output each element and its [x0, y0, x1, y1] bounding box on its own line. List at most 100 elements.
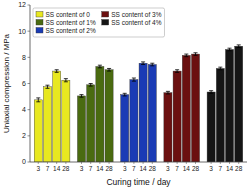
error-cap	[45, 88, 49, 89]
x-tick-label: 7	[175, 165, 179, 172]
error-bar	[228, 48, 232, 51]
error-bar	[132, 78, 136, 81]
bar	[164, 93, 172, 162]
x-tick-label: 14	[183, 165, 191, 172]
x-tick	[124, 162, 125, 164]
error-cap	[218, 67, 222, 68]
x-tick	[186, 162, 187, 164]
bar	[121, 95, 129, 162]
bar	[148, 65, 156, 162]
x-tick	[167, 162, 168, 164]
error-cap	[89, 86, 93, 87]
bar	[173, 71, 181, 162]
legend-item: SS content of 2%	[36, 27, 96, 34]
y-tick-label: 4	[22, 106, 26, 113]
error-bar	[55, 70, 59, 73]
legend-label: SS content of 1%	[46, 19, 96, 26]
error-cap	[79, 94, 83, 95]
x-tick	[195, 162, 196, 164]
error-cap	[107, 71, 111, 72]
error-bar	[209, 91, 213, 94]
bar	[235, 46, 243, 162]
x-tick	[38, 162, 39, 164]
error-bar	[36, 98, 40, 102]
bar	[77, 96, 85, 162]
error-cap	[123, 95, 127, 96]
x-tick-label: 7	[89, 165, 93, 172]
legend-swatch	[102, 20, 109, 26]
x-tick	[65, 162, 66, 164]
legend-swatch	[36, 20, 43, 26]
legend: SS content of 0SS content of 1%SS conten…	[33, 8, 164, 37]
legend-swatch	[102, 12, 109, 18]
error-cap	[141, 61, 145, 62]
error-cap	[123, 93, 127, 94]
error-cap	[132, 78, 136, 79]
y-tick-label: 2	[22, 132, 26, 139]
legend-box	[33, 8, 164, 37]
error-cap	[36, 101, 40, 102]
error-bar	[237, 45, 241, 48]
error-bar	[98, 65, 102, 68]
error-cap	[45, 85, 49, 86]
error-bar	[184, 54, 188, 57]
x-tick-label: 7	[46, 165, 50, 172]
x-tick-label: 3	[36, 165, 40, 172]
bar	[62, 80, 70, 162]
error-cap	[166, 91, 170, 92]
chart: 024681012371428371428371428371428371428C…	[0, 0, 252, 189]
y-tick	[28, 83, 31, 84]
error-bar	[79, 95, 83, 98]
x-tick	[143, 162, 144, 164]
error-cap	[98, 67, 102, 68]
bar	[182, 55, 190, 162]
error-cap	[36, 97, 40, 98]
legend-item: SS content of 4%	[102, 19, 162, 26]
error-cap	[237, 47, 241, 48]
error-cap	[79, 97, 83, 98]
legend-label: SS content of 0	[46, 11, 91, 18]
legend-label: SS content of 4%	[111, 19, 161, 26]
error-cap	[184, 54, 188, 55]
error-cap	[209, 93, 213, 94]
y-tick	[28, 135, 31, 136]
error-bar	[150, 63, 154, 66]
x-tick-label: 14	[139, 165, 147, 172]
error-cap	[175, 72, 179, 73]
x-axis-line	[30, 162, 247, 163]
x-tick	[177, 162, 178, 164]
x-tick-label: 14	[53, 165, 61, 172]
error-bar	[89, 84, 93, 87]
y-tick-label: 12	[18, 1, 26, 8]
error-line	[38, 98, 39, 102]
x-tick-label: 14	[96, 165, 104, 172]
bar	[87, 85, 95, 162]
x-tick-label: 3	[123, 165, 127, 172]
y-tick-label: 6	[22, 80, 26, 87]
x-tick	[220, 162, 221, 164]
bar	[207, 92, 215, 162]
error-cap	[141, 64, 145, 65]
bar	[34, 100, 42, 162]
y-tick-label: 0	[22, 158, 26, 165]
error-cap	[228, 50, 232, 51]
x-tick-label: 28	[192, 165, 200, 172]
error-cap	[89, 83, 93, 84]
x-tick	[238, 162, 239, 164]
error-bar	[107, 68, 111, 71]
error-cap	[193, 52, 197, 53]
error-cap	[175, 69, 179, 70]
legend-swatch	[36, 12, 43, 18]
legend-label: SS content of 3%	[111, 11, 161, 18]
y-tick-label: 10	[18, 28, 26, 35]
error-bar	[64, 79, 68, 82]
error-line	[65, 79, 66, 82]
y-tick-label: 8	[22, 54, 26, 61]
y-axis-label: Uniaxial compression / MPa	[2, 33, 11, 133]
error-cap	[166, 93, 170, 94]
legend-swatch	[36, 28, 43, 34]
x-axis-label: Curing time / day	[106, 177, 171, 187]
error-line	[47, 85, 48, 88]
x-tick-label: 3	[209, 165, 213, 172]
bar	[191, 54, 199, 162]
